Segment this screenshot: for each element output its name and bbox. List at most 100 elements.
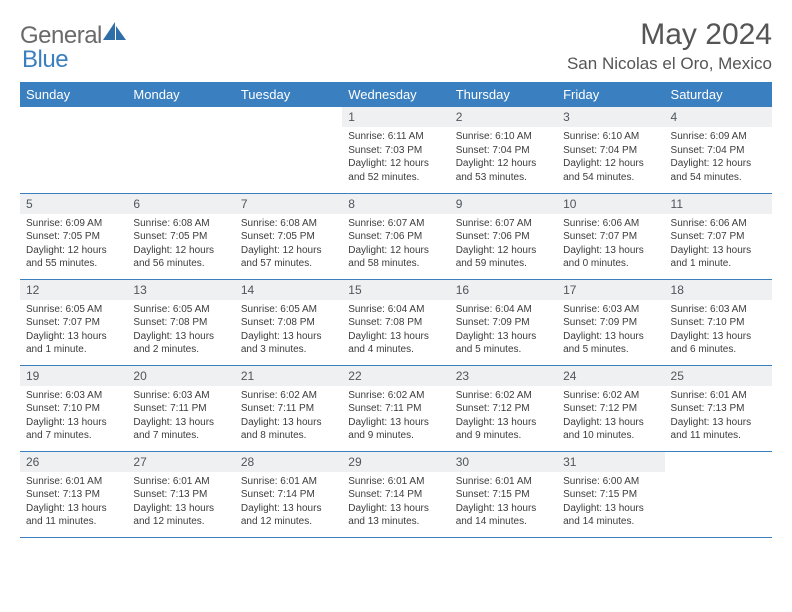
calendar-row: 12Sunrise: 6:05 AMSunset: 7:07 PMDayligh… [20, 279, 772, 365]
daylight: Daylight: 13 hours and 14 minutes. [456, 502, 551, 529]
day-data: Sunrise: 6:05 AMSunset: 7:08 PMDaylight:… [127, 300, 234, 361]
day-number: 18 [665, 280, 772, 300]
day-number: 14 [235, 280, 342, 300]
day-data: Sunrise: 6:03 AMSunset: 7:09 PMDaylight:… [557, 300, 664, 361]
daylight: Daylight: 13 hours and 12 minutes. [241, 502, 336, 529]
calendar-cell: 17Sunrise: 6:03 AMSunset: 7:09 PMDayligh… [557, 279, 664, 365]
sunrise: Sunrise: 6:06 AM [671, 217, 766, 231]
sunset: Sunset: 7:13 PM [671, 402, 766, 416]
day-data: Sunrise: 6:09 AMSunset: 7:04 PMDaylight:… [665, 127, 772, 188]
calendar-cell: .. [665, 451, 772, 537]
day-data: Sunrise: 6:01 AMSunset: 7:13 PMDaylight:… [665, 386, 772, 447]
day-number: 11 [665, 194, 772, 214]
daylight: Daylight: 13 hours and 11 minutes. [671, 416, 766, 443]
calendar-head: SundayMondayTuesdayWednesdayThursdayFrid… [20, 82, 772, 107]
header: General May 2024 San Nicolas el Oro, Mex… [20, 18, 772, 74]
calendar-cell: 3Sunrise: 6:10 AMSunset: 7:04 PMDaylight… [557, 107, 664, 193]
calendar-cell: 26Sunrise: 6:01 AMSunset: 7:13 PMDayligh… [20, 451, 127, 537]
sunset: Sunset: 7:06 PM [348, 230, 443, 244]
sunset: Sunset: 7:09 PM [563, 316, 658, 330]
daylight: Daylight: 12 hours and 54 minutes. [563, 157, 658, 184]
sunset: Sunset: 7:08 PM [241, 316, 336, 330]
calendar-cell: 23Sunrise: 6:02 AMSunset: 7:12 PMDayligh… [450, 365, 557, 451]
sunrise: Sunrise: 6:04 AM [456, 303, 551, 317]
sunrise: Sunrise: 6:02 AM [563, 389, 658, 403]
day-data: Sunrise: 6:01 AMSunset: 7:14 PMDaylight:… [342, 472, 449, 533]
calendar-cell: 12Sunrise: 6:05 AMSunset: 7:07 PMDayligh… [20, 279, 127, 365]
sunrise: Sunrise: 6:08 AM [241, 217, 336, 231]
sunrise: Sunrise: 6:01 AM [133, 475, 228, 489]
day-number: 27 [127, 452, 234, 472]
day-number: 5 [20, 194, 127, 214]
daylight: Daylight: 13 hours and 1 minute. [26, 330, 121, 357]
daylight: Daylight: 13 hours and 10 minutes. [563, 416, 658, 443]
calendar-row: 26Sunrise: 6:01 AMSunset: 7:13 PMDayligh… [20, 451, 772, 537]
calendar-cell: 4Sunrise: 6:09 AMSunset: 7:04 PMDaylight… [665, 107, 772, 193]
sunrise: Sunrise: 6:01 AM [671, 389, 766, 403]
sunrise: Sunrise: 6:05 AM [26, 303, 121, 317]
day-number: 23 [450, 366, 557, 386]
sunset: Sunset: 7:08 PM [348, 316, 443, 330]
sunrise: Sunrise: 6:01 AM [348, 475, 443, 489]
day-data: Sunrise: 6:05 AMSunset: 7:08 PMDaylight:… [235, 300, 342, 361]
day-number: 9 [450, 194, 557, 214]
calendar-cell: 31Sunrise: 6:00 AMSunset: 7:15 PMDayligh… [557, 451, 664, 537]
day-number: 26 [20, 452, 127, 472]
calendar-row: 19Sunrise: 6:03 AMSunset: 7:10 PMDayligh… [20, 365, 772, 451]
daylight: Daylight: 13 hours and 9 minutes. [348, 416, 443, 443]
daylight: Daylight: 13 hours and 5 minutes. [456, 330, 551, 357]
sunrise: Sunrise: 6:08 AM [133, 217, 228, 231]
sunrise: Sunrise: 6:02 AM [456, 389, 551, 403]
daylight: Daylight: 13 hours and 3 minutes. [241, 330, 336, 357]
calendar-cell: .. [127, 107, 234, 193]
day-number: 2 [450, 107, 557, 127]
daylight: Daylight: 12 hours and 59 minutes. [456, 244, 551, 271]
daylight: Daylight: 12 hours and 57 minutes. [241, 244, 336, 271]
day-number: 15 [342, 280, 449, 300]
sunset: Sunset: 7:05 PM [241, 230, 336, 244]
weekday-header: Sunday [20, 82, 127, 107]
day-data: Sunrise: 6:04 AMSunset: 7:08 PMDaylight:… [342, 300, 449, 361]
sunset: Sunset: 7:13 PM [133, 488, 228, 502]
day-number: 13 [127, 280, 234, 300]
calendar-cell: 24Sunrise: 6:02 AMSunset: 7:12 PMDayligh… [557, 365, 664, 451]
sunrise: Sunrise: 6:06 AM [563, 217, 658, 231]
day-data: Sunrise: 6:06 AMSunset: 7:07 PMDaylight:… [557, 214, 664, 275]
sunset: Sunset: 7:14 PM [348, 488, 443, 502]
daylight: Daylight: 13 hours and 11 minutes. [26, 502, 121, 529]
day-data: Sunrise: 6:02 AMSunset: 7:11 PMDaylight:… [342, 386, 449, 447]
day-data: Sunrise: 6:02 AMSunset: 7:12 PMDaylight:… [450, 386, 557, 447]
day-data: Sunrise: 6:01 AMSunset: 7:15 PMDaylight:… [450, 472, 557, 533]
sunrise: Sunrise: 6:01 AM [26, 475, 121, 489]
day-data: Sunrise: 6:01 AMSunset: 7:13 PMDaylight:… [20, 472, 127, 533]
sunrise: Sunrise: 6:10 AM [456, 130, 551, 144]
day-data: Sunrise: 6:07 AMSunset: 7:06 PMDaylight:… [342, 214, 449, 275]
day-number: 30 [450, 452, 557, 472]
daylight: Daylight: 13 hours and 4 minutes. [348, 330, 443, 357]
title-block: May 2024 San Nicolas el Oro, Mexico [567, 18, 772, 74]
weekday-header: Friday [557, 82, 664, 107]
daylight: Daylight: 12 hours and 58 minutes. [348, 244, 443, 271]
weekday-header: Tuesday [235, 82, 342, 107]
sunrise: Sunrise: 6:01 AM [241, 475, 336, 489]
calendar-cell: 19Sunrise: 6:03 AMSunset: 7:10 PMDayligh… [20, 365, 127, 451]
sunrise: Sunrise: 6:01 AM [456, 475, 551, 489]
daylight: Daylight: 13 hours and 9 minutes. [456, 416, 551, 443]
day-data: Sunrise: 6:00 AMSunset: 7:15 PMDaylight:… [557, 472, 664, 533]
day-number: 22 [342, 366, 449, 386]
weekday-header: Saturday [665, 82, 772, 107]
calendar-cell: 14Sunrise: 6:05 AMSunset: 7:08 PMDayligh… [235, 279, 342, 365]
day-data: Sunrise: 6:11 AMSunset: 7:03 PMDaylight:… [342, 127, 449, 188]
calendar-cell: 20Sunrise: 6:03 AMSunset: 7:11 PMDayligh… [127, 365, 234, 451]
sunset: Sunset: 7:08 PM [133, 316, 228, 330]
calendar-body: ......1Sunrise: 6:11 AMSunset: 7:03 PMDa… [20, 107, 772, 537]
weekday-header: Wednesday [342, 82, 449, 107]
calendar-cell: 9Sunrise: 6:07 AMSunset: 7:06 PMDaylight… [450, 193, 557, 279]
daylight: Daylight: 13 hours and 13 minutes. [348, 502, 443, 529]
calendar-cell: 13Sunrise: 6:05 AMSunset: 7:08 PMDayligh… [127, 279, 234, 365]
day-data: Sunrise: 6:01 AMSunset: 7:13 PMDaylight:… [127, 472, 234, 533]
day-number: 10 [557, 194, 664, 214]
calendar-row: 5Sunrise: 6:09 AMSunset: 7:05 PMDaylight… [20, 193, 772, 279]
daylight: Daylight: 12 hours and 56 minutes. [133, 244, 228, 271]
daylight: Daylight: 13 hours and 14 minutes. [563, 502, 658, 529]
